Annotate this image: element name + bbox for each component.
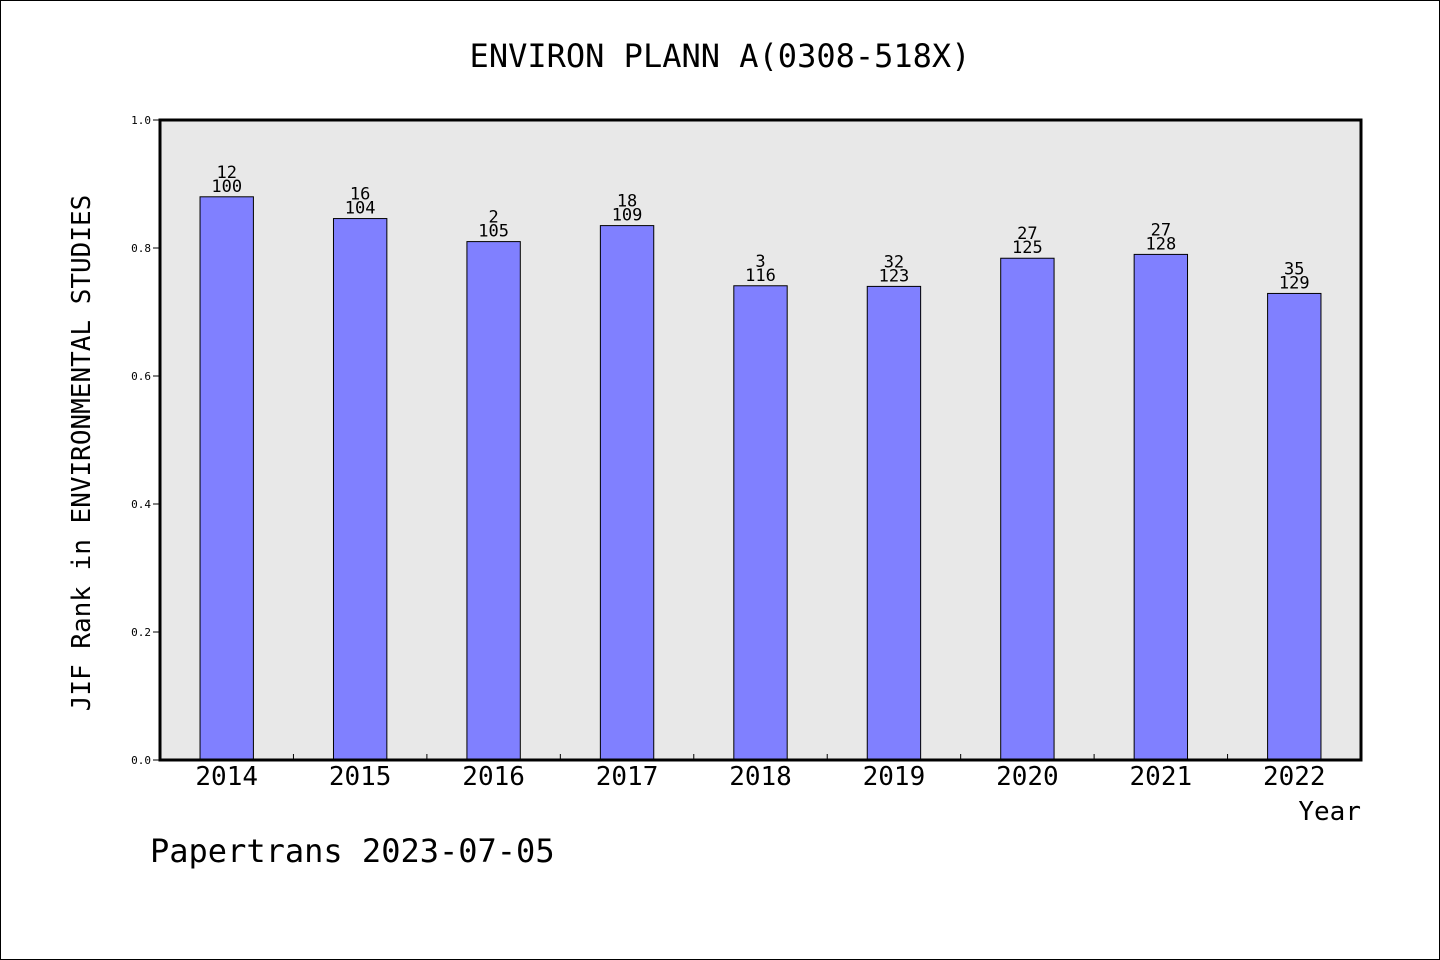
bar-2017 [599,225,655,761]
x-tick-label: 2016 [462,762,525,792]
bar-total-label: 123 [879,266,910,286]
x-tick-label: 2017 [596,762,659,792]
x-tick-label: 2021 [1130,762,1193,792]
y-tick-label: 0.4 [131,498,151,511]
bar-total-label: 128 [1145,234,1176,254]
y-tick-label: 1.0 [131,114,151,127]
bar-total-label: 116 [745,266,776,286]
x-tick-label: 2020 [996,762,1059,792]
y-tick-label: 0.0 [131,754,151,767]
y-tick-label: 0.8 [131,242,151,255]
bar-rank-label: 27 [1017,224,1037,244]
x-tick-label: 2015 [329,762,392,792]
x-tick-label: 2014 [195,762,258,792]
bar-rank-label: 3 [755,252,765,272]
x-tick-label: 2019 [863,762,926,792]
bar-rank-label: 16 [350,185,370,205]
plot-border [158,118,1363,762]
bar-total-label: 105 [478,222,509,242]
bar-rank-label: 12 [216,163,236,183]
bar-2014 [199,196,254,761]
bar-rank-label: 32 [884,252,904,272]
y-axis-label: JIF Rank in ENVIRONMENTAL STUDIES [67,195,97,712]
bar-rank-label: 2 [488,208,498,228]
bar-2020 [1000,257,1055,761]
x-tick-label: 2022 [1263,762,1326,792]
bar-total-label: 129 [1279,273,1310,293]
bar-2015 [332,218,388,761]
bar-rank-label: 35 [1284,259,1304,279]
bar-2016 [466,241,521,761]
bar-rank-label: 18 [617,192,637,212]
bar-total-label: 104 [345,199,376,219]
bar-total-label: 109 [612,206,643,226]
bar-total-label: 125 [1012,238,1043,258]
x-axis-label: Year [1298,797,1361,827]
bar-2022 [1267,292,1322,761]
bar-2018 [733,285,788,761]
bar-2019 [866,285,922,761]
y-tick-label: 0.6 [131,370,151,383]
y-tick-label: 0.2 [131,626,151,639]
bar-total-label: 100 [211,177,242,197]
x-tick-label: 2018 [729,762,792,792]
chart-title: ENVIRON PLANN A(0308-518X) [470,37,971,75]
bar-rank-label: 27 [1151,220,1171,240]
axis-ticks: 2014 2015 2016 2017 2018 2019 2020 2021 2022 0.0 0… [131,114,1325,792]
footer-source-text: Papertrans 2023-07-05 [150,832,555,870]
bar-2021 [1133,253,1189,761]
